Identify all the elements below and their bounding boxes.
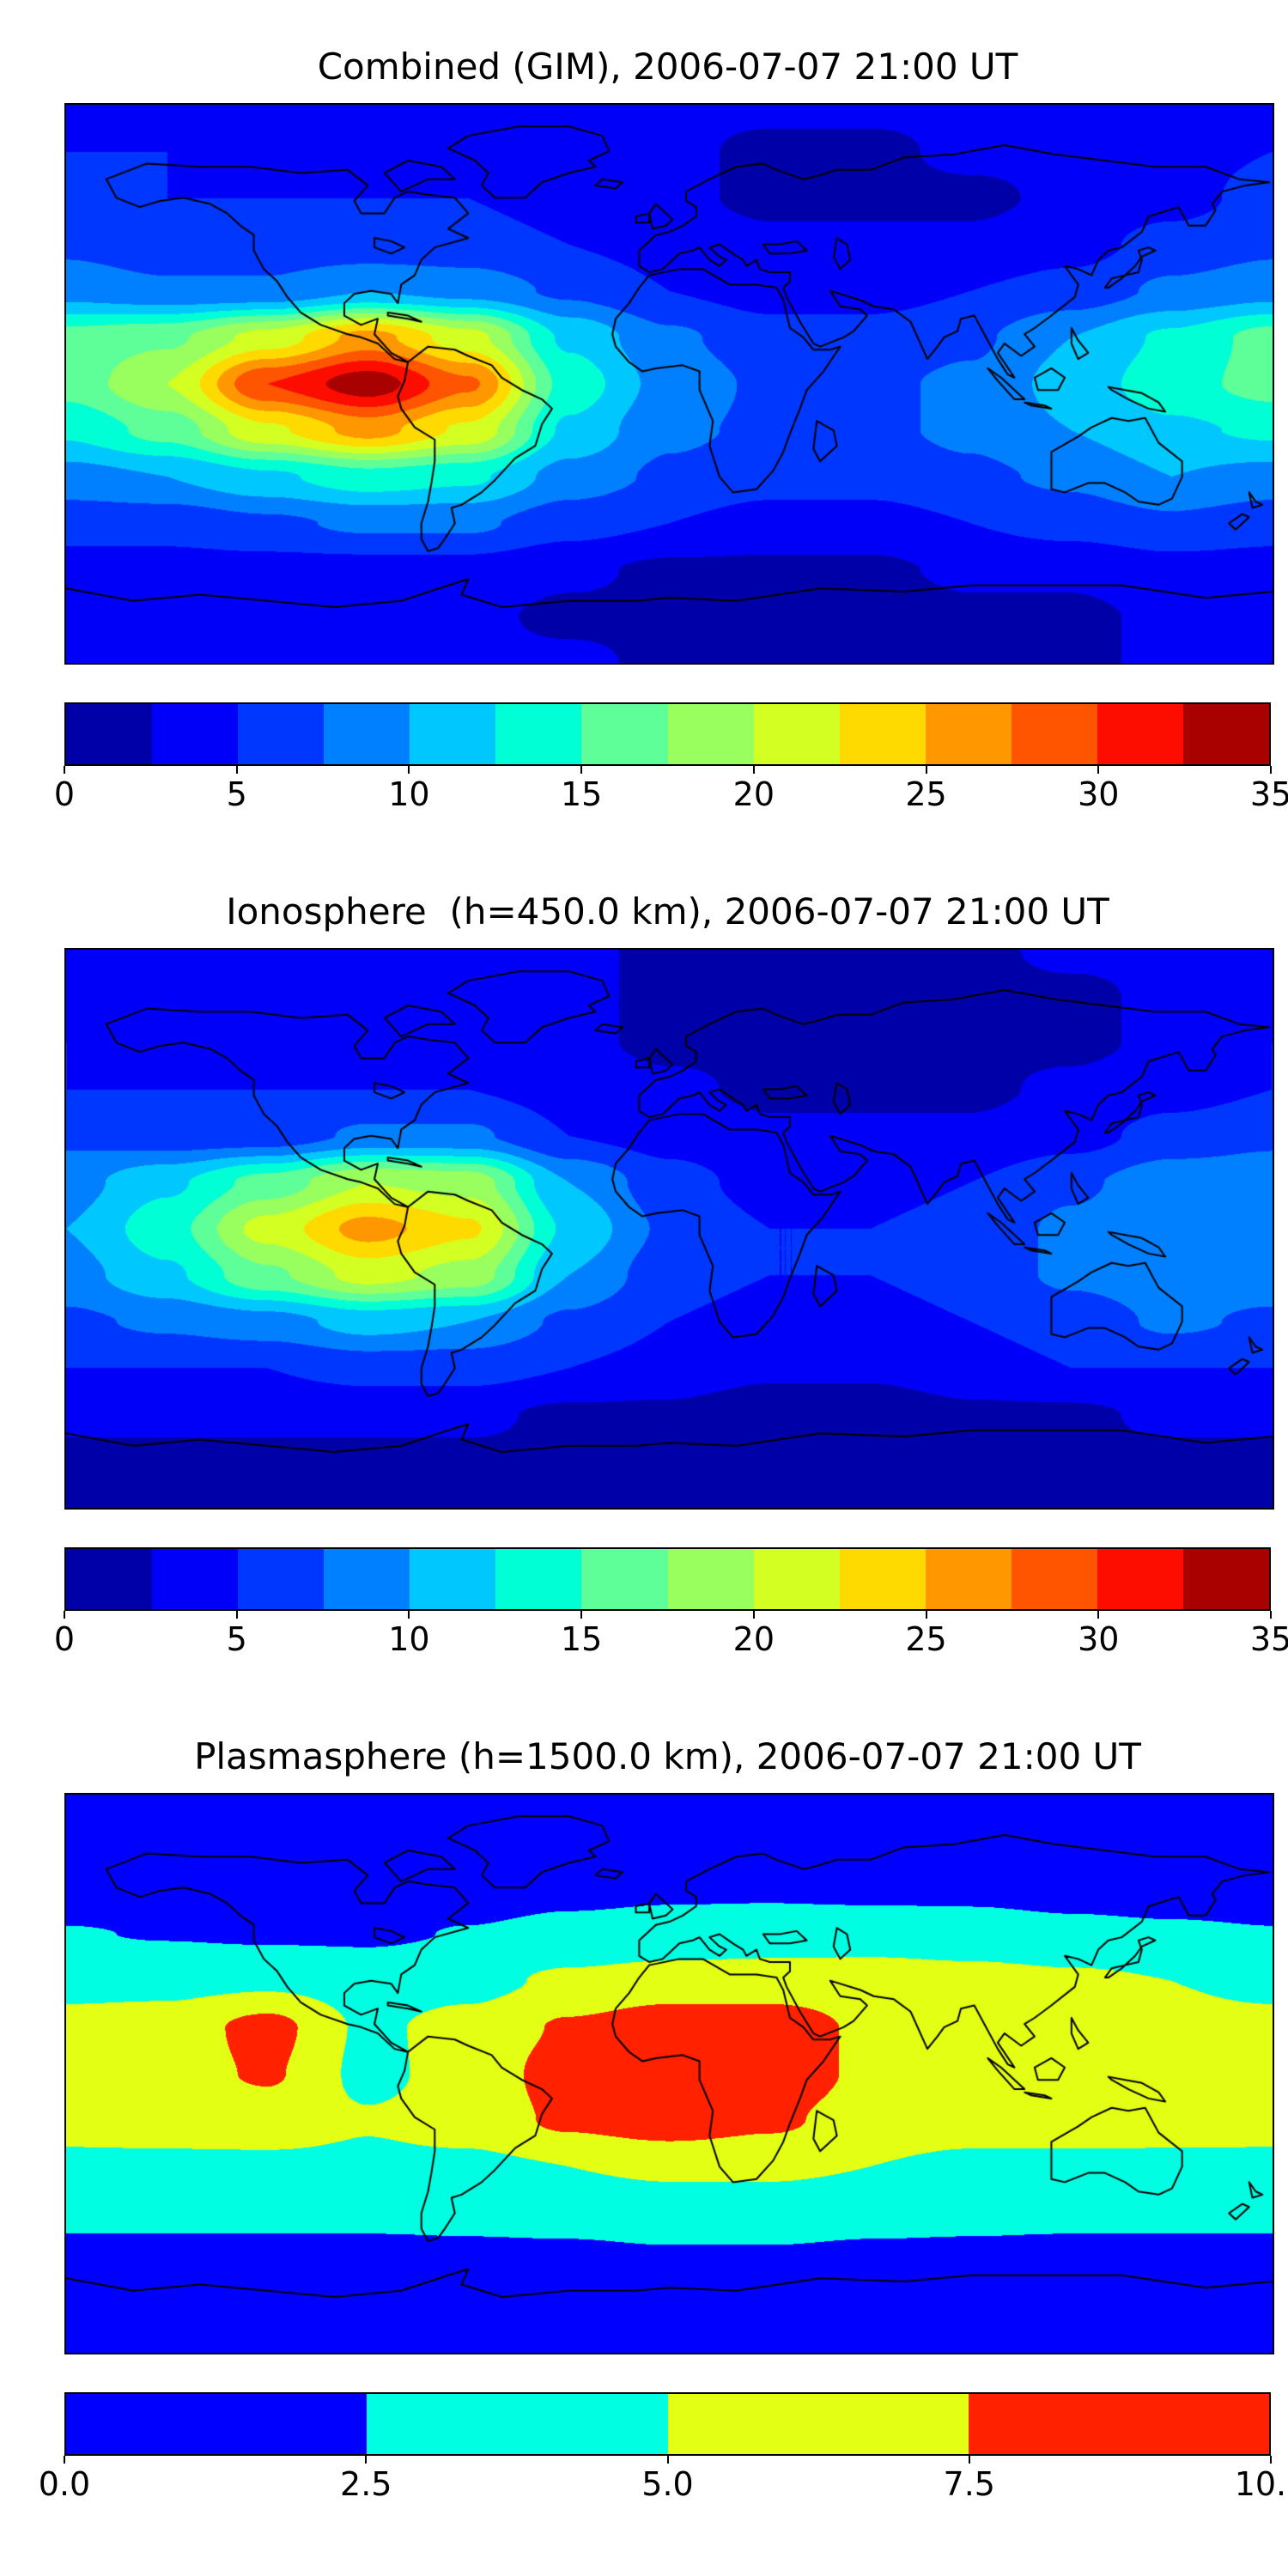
colorbar-tick-label: 35 [1249, 775, 1288, 813]
colorbar-segment [581, 1549, 668, 1609]
colorbar-tick-mark [408, 766, 410, 774]
colorbar-tick-mark [1270, 1611, 1272, 1619]
colorbar-segment [1011, 1549, 1097, 1609]
colorbar-tick-label: 0 [53, 775, 76, 813]
colorbar-tick-mark [752, 766, 755, 774]
panel-title-ionosphere: Ionosphere (h=450.0 km), 2006-07-07 21:0… [226, 890, 1109, 933]
colorbar-tick-label: 15 [560, 1620, 603, 1658]
panel-ionosphere: Ionosphere (h=450.0 km), 2006-07-07 21:0… [0, 890, 1288, 1664]
colorbar-tick-mark [666, 2456, 669, 2464]
colorbar-segment [495, 704, 582, 764]
colorbar-segment [581, 704, 668, 764]
colorbar-segment [925, 1549, 1012, 1609]
colorbar-segment [753, 1549, 840, 1609]
colorbar-tick-mark [235, 1611, 238, 1619]
colorbar-tick-label: 20 [732, 1620, 775, 1658]
colorbar-tick-label: 10 [388, 1620, 430, 1658]
colorbar-segment [324, 1549, 410, 1609]
colorbar-tick-label: 5 [226, 1620, 247, 1658]
colorbar-segment [1011, 704, 1097, 764]
colorbar-tick-mark [1097, 1611, 1100, 1619]
colorbar-segment [238, 704, 325, 764]
colorbar-tick-mark [1270, 2456, 1272, 2464]
colorbar-segment [839, 1549, 926, 1609]
colorbar-tick-mark [580, 766, 583, 774]
map-canvas-combined [64, 103, 1274, 665]
colorbar-tick-label: 10 [388, 775, 430, 813]
panel-title-combined: Combined (GIM), 2006-07-07 21:00 UT [317, 46, 1018, 88]
colorbar-segment [1183, 1549, 1270, 1609]
panel-combined-gim: Combined (GIM), 2006-07-07 21:00 UT 0 5 10… [0, 45, 1288, 819]
colorbar-segment [839, 704, 926, 764]
colorbar-tick-label: 25 [905, 775, 947, 813]
colorbar-segment [66, 1549, 153, 1609]
colorbar-tick-mark [1270, 766, 1272, 774]
colorbar-tick-mark [64, 1611, 65, 1619]
colorbar-tick-label: 30 [1078, 1620, 1120, 1658]
colorbar-tick-mark [968, 2456, 970, 2464]
colorbar-tick-label: 0 [53, 1620, 76, 1658]
figure: Combined (GIM), 2006-07-07 21:00 UT 0 5 10… [0, 45, 1288, 2509]
colorbar-segment [968, 2394, 1269, 2454]
colorbar-segment [410, 704, 496, 764]
colorbar-segment [667, 1549, 754, 1609]
colorbar-plasmasphere: 0.0 2.5 5.0 7.5 10.0 [39, 2392, 1288, 2509]
colorbar-tick-label: 0.0 [38, 2465, 91, 2503]
colorbar-segment [66, 2394, 368, 2454]
colorbar-tick-mark [925, 1611, 927, 1619]
colorbar-gradient-ionosphere [64, 1547, 1271, 1611]
colorbar-tick-label: 10.0 [1234, 2465, 1288, 2503]
colorbar-tick-mark [925, 766, 927, 774]
colorbar-segment [152, 1549, 239, 1609]
colorbar-ionosphere: 0 5 10 15 20 25 30 35 [54, 1547, 1288, 1664]
colorbar-segment [152, 704, 239, 764]
colorbar-tick-label: 2.5 [340, 2465, 392, 2503]
colorbar-tick-mark [365, 2456, 368, 2464]
colorbar-gradient-combined [64, 702, 1271, 766]
panel-plasmasphere: Plasmasphere (h=1500.0 km), 2006-07-07 2… [0, 1735, 1288, 2509]
colorbar-ticks-combined: 0 5 10 15 20 25 30 35 [54, 766, 1288, 819]
colorbar-tick-mark [1097, 766, 1100, 774]
colorbar-segment [667, 2394, 969, 2454]
colorbar-tick-label: 35 [1249, 1620, 1288, 1658]
colorbar-segment [753, 704, 840, 764]
colorbar-segment [1097, 1549, 1184, 1609]
colorbar-segment [367, 2394, 668, 2454]
colorbar-tick-label: 5 [226, 775, 247, 813]
colorbar-gradient-plasmasphere [64, 2392, 1271, 2456]
colorbar-ticks-plasmasphere: 0.0 2.5 5.0 7.5 10.0 [39, 2456, 1288, 2509]
colorbar-segment [1097, 704, 1184, 764]
colorbar-tick-mark [580, 1611, 583, 1619]
colorbar-tick-mark [64, 2456, 65, 2464]
colorbar-segment [667, 704, 754, 764]
colorbar-segment [495, 1549, 582, 1609]
colorbar-segment [238, 1549, 325, 1609]
colorbar-tick-label: 15 [560, 775, 603, 813]
panel-title-plasmasphere: Plasmasphere (h=1500.0 km), 2006-07-07 2… [194, 1735, 1141, 1777]
colorbar-tick-label: 25 [905, 1620, 947, 1658]
colorbar-tick-label: 5.0 [641, 2465, 694, 2503]
colorbar-tick-label: 30 [1078, 775, 1120, 813]
colorbar-tick-mark [408, 1611, 410, 1619]
colorbar-segment [925, 704, 1012, 764]
colorbar-tick-mark [235, 766, 238, 774]
colorbar-tick-label: 20 [732, 775, 775, 813]
map-canvas-plasmasphere [64, 1793, 1274, 2354]
colorbar-segment [66, 704, 153, 764]
colorbar-segment [1183, 704, 1270, 764]
colorbar-tick-mark [752, 1611, 755, 1619]
colorbar-segment [410, 1549, 496, 1609]
colorbar-segment [324, 704, 410, 764]
colorbar-tick-mark [64, 766, 65, 774]
colorbar-combined: 0 5 10 15 20 25 30 35 [54, 702, 1288, 819]
map-canvas-ionosphere [64, 948, 1274, 1510]
colorbar-tick-label: 7.5 [943, 2465, 995, 2503]
colorbar-ticks-ionosphere: 0 5 10 15 20 25 30 35 [54, 1611, 1288, 1664]
